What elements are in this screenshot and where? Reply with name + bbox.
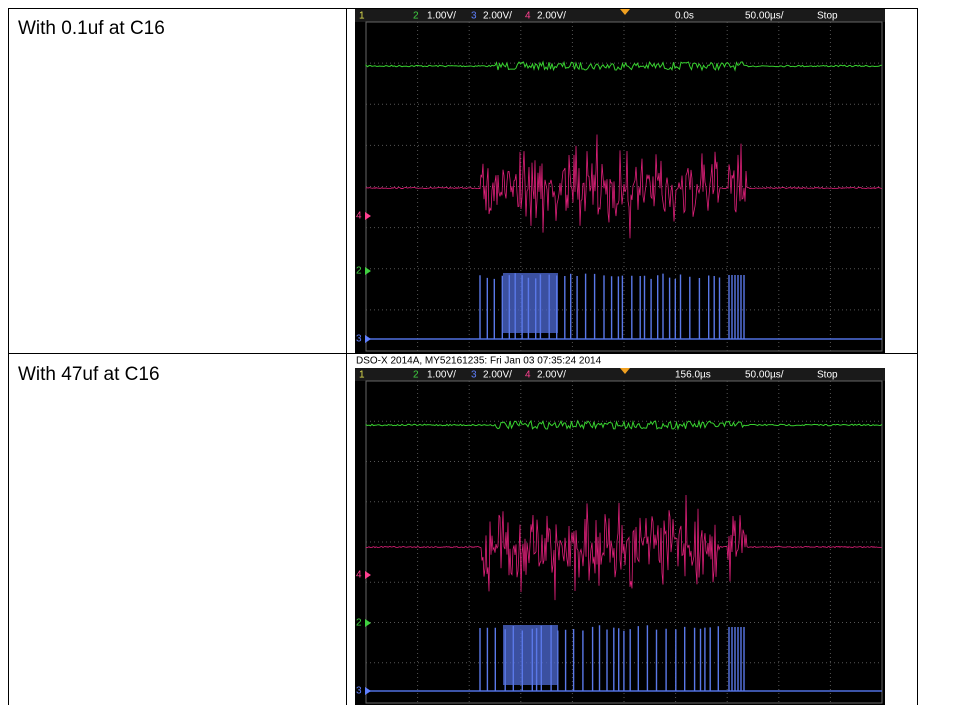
header-text: 1 (359, 370, 365, 381)
header-text: 4 (525, 370, 531, 381)
scope-screenshot: 1 2 1.00V/3 2.00V/4 2.00V/0.0s 50.00µs/Stop 4 2… (355, 9, 885, 353)
header-text: 1.00V/ (427, 11, 456, 22)
row-label: With 0.1uf at C16 (18, 18, 165, 40)
header-text: 2.00V/ (483, 11, 512, 22)
header-text: 2 (413, 370, 419, 381)
scope-caption: DSO-X 2014A, MY52161235: Fri Jan 03 07:3… (356, 356, 602, 367)
header-text: 1 (359, 11, 365, 22)
header-text: Stop (817, 11, 838, 22)
channel-marker-label: 2 (356, 618, 362, 629)
channel-marker-label: 2 (356, 266, 362, 277)
channel-marker-label: 3 (356, 334, 362, 345)
channel-marker-label: 4 (356, 211, 362, 222)
header-text: 0.0s (675, 11, 694, 22)
row-label: With 47uf at C16 (18, 364, 160, 386)
channel-marker-label: 4 (356, 570, 362, 581)
table-border (8, 8, 9, 705)
scope-screenshot: DSO-X 2014A, MY52161235: Fri Jan 03 07:3… (355, 354, 885, 705)
header-text: 2.00V/ (537, 11, 566, 22)
header-text: 4 (525, 11, 531, 22)
header-text: 2.00V/ (537, 370, 566, 381)
header-text: 3 (471, 370, 477, 381)
header-text: 156.0µs (675, 370, 711, 381)
table-border (346, 8, 347, 705)
header-text: 3 (471, 11, 477, 22)
header-text: 1.00V/ (427, 370, 456, 381)
header-text: 2.00V/ (483, 370, 512, 381)
header-text: 2 (413, 11, 419, 22)
table-border (917, 8, 918, 705)
channel-3-burst (503, 625, 558, 685)
page: With 0.1uf at C16 With 47uf at C16 1 2 1.0… (0, 0, 960, 705)
header-text: 50.00µs/ (745, 11, 784, 22)
channel-marker-label: 3 (356, 686, 362, 697)
header-text: 50.00µs/ (745, 370, 784, 381)
header-text: Stop (817, 370, 838, 381)
